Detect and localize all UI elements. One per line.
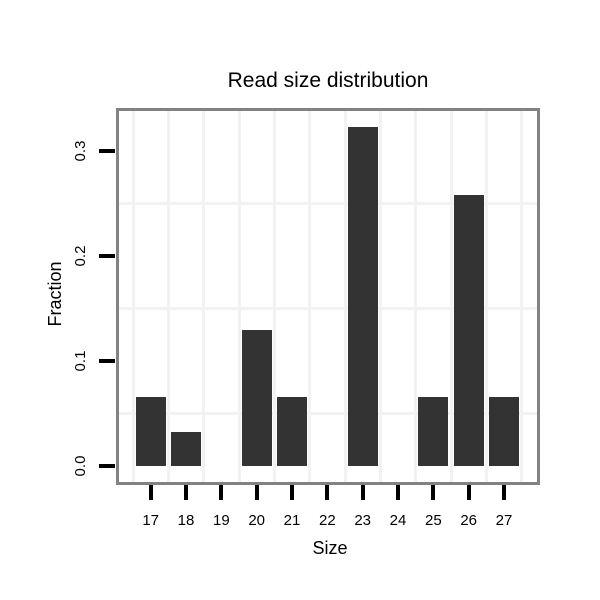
x-axis-tick (325, 485, 330, 500)
bar-size-26 (453, 194, 484, 466)
x-axis-tick (184, 485, 189, 500)
bar-size-21 (277, 397, 308, 466)
x-tick-label: 19 (213, 512, 230, 529)
x-axis-tick (396, 485, 400, 500)
bar-size-17 (135, 397, 166, 466)
x-tick-label: 24 (389, 512, 407, 529)
x-axis-tick (290, 485, 295, 500)
y-tick-label: 0.1 (72, 350, 89, 372)
minor-gridline-horizontal (119, 411, 537, 415)
minor-gridline-horizontal (119, 306, 537, 310)
x-axis-tick (466, 485, 471, 500)
bar-size-23 (347, 126, 378, 466)
minor-gridline-vertical (237, 111, 241, 482)
x-tick-label: 23 (354, 512, 372, 529)
minor-gridline-vertical (449, 111, 453, 482)
x-axis-tick (502, 485, 506, 500)
x-tick-label: 27 (495, 512, 513, 529)
bar-size-18 (171, 432, 202, 466)
y-tick-label: 0.3 (72, 140, 89, 162)
bar-size-25 (418, 397, 449, 466)
x-tick-label: 18 (177, 512, 195, 529)
y-axis-tick (99, 148, 115, 153)
bar-size-20 (241, 330, 272, 466)
y-axis-title: Fraction (45, 261, 65, 327)
minor-gridline-horizontal (119, 201, 537, 205)
minor-gridline-vertical (484, 111, 488, 482)
minor-gridline-vertical (520, 111, 524, 482)
x-tick-label: 17 (142, 512, 160, 529)
x-axis-title: Size (312, 538, 348, 558)
minor-gridline-vertical (414, 111, 418, 482)
x-tick-label: 26 (460, 512, 477, 529)
y-axis-tick (99, 358, 115, 363)
minor-gridline-vertical (131, 111, 135, 482)
minor-gridline-vertical (378, 111, 382, 482)
x-axis-tick (431, 485, 436, 500)
plot-panel (116, 108, 540, 485)
y-tick-label: 0.2 (72, 245, 89, 267)
minor-gridline-vertical (202, 111, 206, 482)
minor-gridline-vertical (308, 111, 312, 482)
chart-title: Read size distribution (227, 69, 429, 92)
y-axis-tick (99, 463, 115, 468)
x-tick-label: 22 (319, 512, 336, 529)
y-axis-tick (99, 253, 115, 258)
minor-gridline-vertical (272, 111, 276, 482)
x-axis-tick (360, 485, 365, 500)
x-axis-tick (148, 485, 153, 500)
x-tick-label: 20 (248, 512, 266, 529)
minor-gridline-vertical (343, 111, 347, 482)
x-tick-label: 21 (283, 512, 301, 529)
bar-size-27 (489, 397, 519, 466)
minor-gridline-vertical (166, 111, 170, 482)
x-axis-tick (219, 485, 224, 500)
y-tick-label: 0.0 (72, 455, 89, 477)
x-tick-label: 25 (424, 512, 442, 529)
x-axis-tick (254, 485, 259, 500)
